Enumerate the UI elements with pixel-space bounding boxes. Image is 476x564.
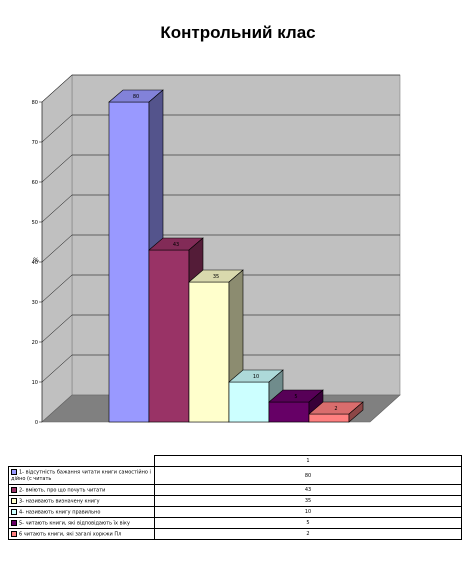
gridline (41, 154, 400, 183)
data-label: 43 (173, 242, 179, 248)
data-label: 80 (133, 94, 139, 100)
bar-front (108, 101, 150, 423)
table-value-cell: 80 (154, 466, 462, 485)
table-row: 1- відсутність бажання читати книги само… (8, 466, 462, 485)
data-label: 5 (294, 394, 297, 400)
bar-chart: Контрольний клас 0 10 20 30 40 50 60 70 80 80 43 3… (32, 23, 401, 426)
data-label: 35 (213, 274, 219, 280)
table-category-cell: 6 читають книги, які загалі хоркжи Пл (8, 528, 155, 540)
gridline (41, 274, 400, 303)
table-row: 6 читають книги, які загалі хоркжи Пл 2 (8, 528, 462, 540)
table-row: 5- читають книги, які відповідають їх ві… (8, 517, 462, 529)
table-category-label: 6 читають книги, які загалі хоркжи Пл (19, 531, 122, 538)
table-category-cell: 4- називають книгу правильно (8, 506, 155, 518)
gridline (41, 354, 400, 383)
table-category-label: 5- читають книги, які відповідають їх ві… (19, 520, 130, 527)
y-tick-label: 70 (32, 140, 38, 146)
chart-title: Контрольний клас (160, 23, 315, 42)
table-category-cell: 1- відсутність бажання читати книги само… (8, 466, 155, 485)
table-series-label: 1 (154, 455, 462, 467)
bar-front (188, 281, 230, 423)
data-table: 1 1- відсутність бажання читати книги са… (8, 455, 462, 540)
table-value-cell: 35 (154, 495, 462, 507)
bar (308, 401, 364, 423)
bar-front (228, 381, 270, 423)
legend-swatch (11, 469, 17, 476)
table-category-cell: 5- читають книги, які відповідають їх ві… (8, 517, 155, 529)
table-category-cell: 3- називають визначену книгу (8, 495, 155, 507)
y-tick-label: 20 (32, 340, 38, 346)
legend-swatch (11, 508, 17, 515)
gridline (41, 194, 400, 223)
legend-swatch (11, 519, 17, 526)
table-category-label: 1- відсутність бажання читати книги само… (11, 469, 151, 482)
y-tick-label: 80 (32, 100, 38, 106)
gridline (41, 314, 400, 343)
y-tick-label: 50 (32, 220, 38, 226)
bar-front (308, 413, 350, 423)
bar (228, 369, 284, 423)
table-value-cell: 43 (154, 484, 462, 496)
y-tick-label: 30 (32, 300, 38, 306)
y-tick-label: 10 (32, 380, 38, 386)
legend-swatch (11, 530, 17, 537)
table-category-cell: 2- вміють, про що почуть читати (8, 484, 155, 496)
bar-side (348, 401, 364, 423)
table-row: 3- називають визначену книгу 35 (8, 495, 462, 507)
data-label: 2 (334, 406, 337, 412)
data-label: 10 (253, 374, 259, 380)
y-tick-label: 0 (35, 420, 38, 426)
gridlines (41, 74, 400, 383)
table-category-label: 2- вміють, про що почуть читати (19, 487, 106, 494)
table-value-cell: 10 (154, 506, 462, 518)
legend-swatch (11, 486, 17, 493)
table-row: 4- називають книгу правильно 10 (8, 506, 462, 518)
bars (108, 89, 364, 423)
legend-swatch (11, 497, 17, 504)
y-tick-label: 40 (32, 260, 38, 266)
gridline (41, 114, 400, 143)
gridline (41, 234, 400, 263)
data-labels: 80 43 35 10 5 2 (133, 94, 338, 412)
y-tick-label: 60 (32, 180, 38, 186)
table-value-cell: 5 (154, 517, 462, 529)
table-category-label: 3- називають визначену книгу (19, 498, 100, 505)
bar-front (148, 249, 190, 423)
bar (268, 389, 324, 423)
table-category-label: 4- називають книгу правильно (19, 509, 101, 516)
y-axis-ticks: 0 10 20 30 40 50 60 70 80 (32, 100, 43, 426)
table-value-cell: 2 (154, 528, 462, 540)
bar-front (268, 401, 310, 423)
table-header-row: 1 (9, 455, 462, 467)
y-axis-label: % (33, 257, 39, 264)
table-row: 2- вміють, про що почуть читати 43 (8, 484, 462, 496)
gridline (41, 74, 400, 103)
